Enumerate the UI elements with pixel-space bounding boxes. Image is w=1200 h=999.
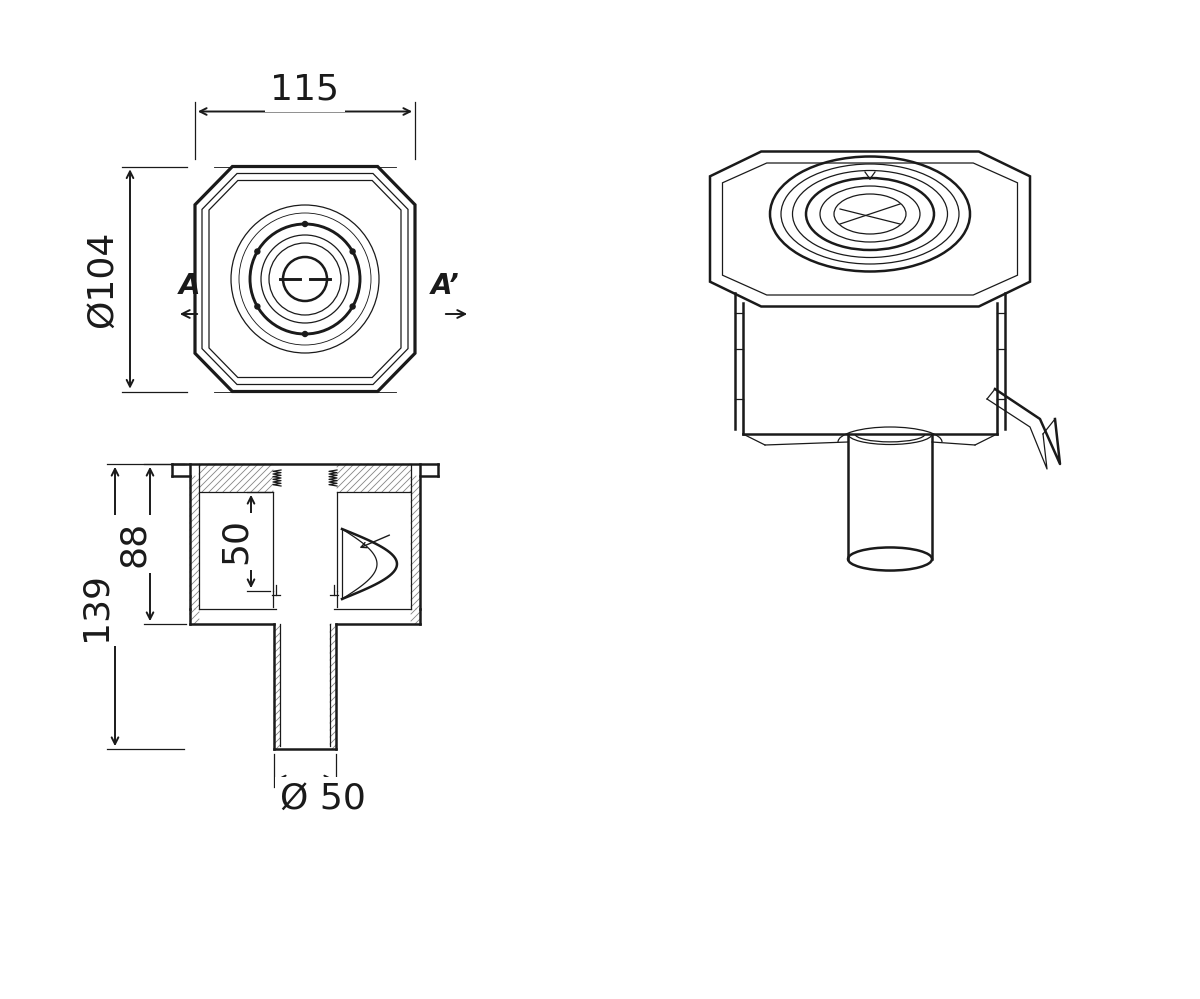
Text: A: A: [179, 272, 200, 300]
Text: A’: A’: [431, 272, 460, 300]
Circle shape: [302, 332, 307, 337]
Circle shape: [254, 249, 260, 254]
Text: Ø 50: Ø 50: [280, 782, 366, 816]
Text: 139: 139: [78, 572, 112, 641]
Text: 50: 50: [220, 518, 253, 564]
Circle shape: [254, 304, 260, 309]
Circle shape: [350, 249, 355, 254]
Text: 115: 115: [270, 73, 340, 107]
Text: 88: 88: [118, 520, 151, 567]
Circle shape: [302, 222, 307, 227]
Circle shape: [350, 304, 355, 309]
Text: Ø104: Ø104: [85, 231, 119, 328]
